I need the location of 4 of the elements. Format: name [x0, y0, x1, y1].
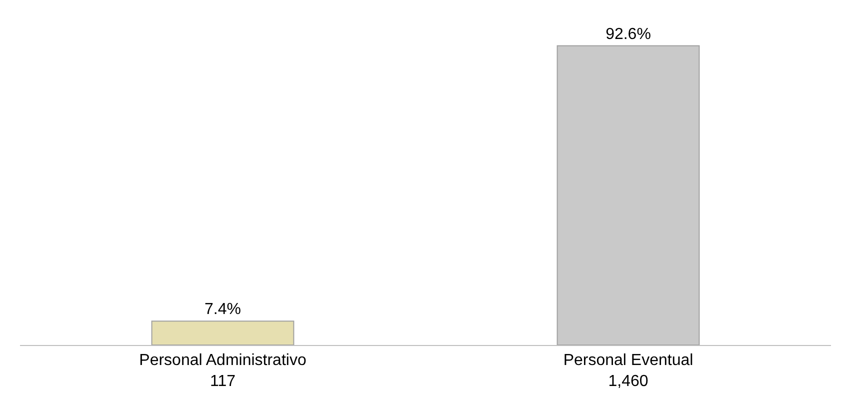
x-tick-label: Personal Eventual 1,460 — [563, 352, 694, 390]
data-label: 92.6% — [606, 26, 651, 43]
x-tick-label: Personal Administrativo 117 — [139, 352, 306, 390]
data-label: 7.4% — [204, 301, 241, 318]
